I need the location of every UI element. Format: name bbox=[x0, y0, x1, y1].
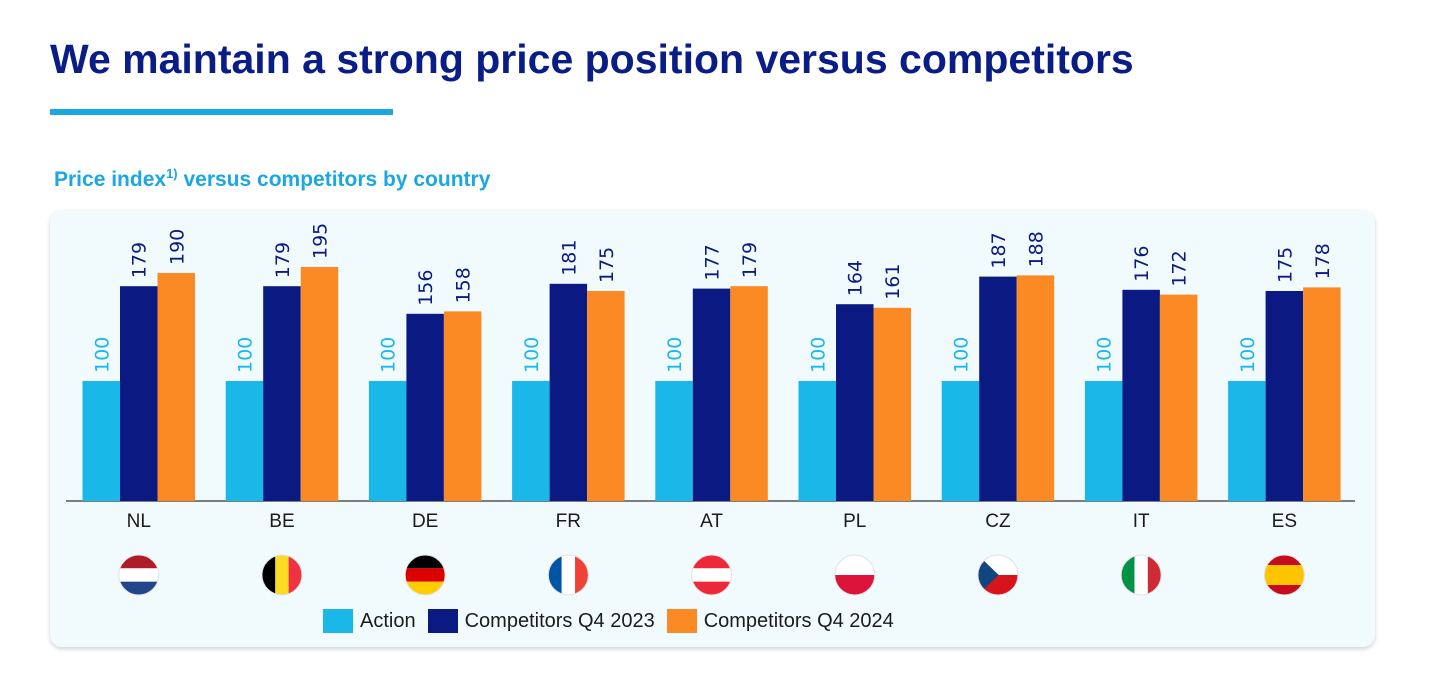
x-tick-label-es: ES bbox=[1272, 511, 1297, 532]
subtitle-text: Price index bbox=[54, 168, 167, 191]
bar-at-q4-2023 bbox=[692, 288, 731, 501]
bar-nl-q4-2024 bbox=[157, 273, 195, 501]
data-label-at-q4-2024: 179 bbox=[739, 242, 761, 278]
data-label-pl-q4-2024: 161 bbox=[882, 264, 904, 300]
bar-es-action bbox=[1228, 381, 1266, 501]
data-label-be-q4-2023: 179 bbox=[272, 242, 294, 278]
x-tick-label-pl: PL bbox=[843, 511, 866, 532]
data-label-nl-action: 100 bbox=[91, 337, 113, 373]
flag-ring-nl bbox=[118, 554, 160, 596]
bar-nl-q4-2023 bbox=[120, 286, 158, 501]
data-label-it-action: 100 bbox=[1094, 337, 1116, 373]
bar-nl-action bbox=[82, 381, 120, 501]
x-tick-label-cz: CZ bbox=[985, 511, 1011, 532]
x-tick-label-at: AT bbox=[700, 511, 723, 532]
chart-legend: Action Competitors Q4 2023 Competitors Q… bbox=[323, 608, 906, 634]
bar-fr-q4-2024 bbox=[587, 291, 625, 501]
bar-de-action bbox=[368, 381, 407, 501]
data-label-cz-q4-2023: 187 bbox=[988, 232, 1010, 268]
legend-label-q4-2024: Competitors Q4 2024 bbox=[703, 609, 894, 632]
bar-it-q4-2023 bbox=[1122, 289, 1160, 501]
de-flag-icon bbox=[405, 555, 446, 595]
legend-swatch-q4-2024 bbox=[666, 609, 697, 633]
data-label-cz-q4-2024: 188 bbox=[1025, 231, 1047, 267]
bar-it-action bbox=[1084, 381, 1123, 501]
x-tick-label-nl: NL bbox=[127, 511, 151, 532]
flag-ring-es bbox=[1263, 554, 1305, 596]
subtitle-footnote-marker: 1) bbox=[166, 166, 178, 181]
data-label-at-q4-2023: 177 bbox=[702, 244, 724, 280]
data-label-fr-q4-2023: 181 bbox=[558, 240, 580, 276]
title-underline bbox=[50, 109, 393, 115]
data-label-pl-q4-2023: 164 bbox=[845, 260, 867, 296]
data-label-be-action: 100 bbox=[234, 337, 256, 373]
bar-pl-q4-2023 bbox=[836, 304, 874, 501]
x-tick-label-it: IT bbox=[1133, 511, 1150, 532]
bar-es-q4-2024 bbox=[1303, 287, 1341, 501]
legend-label-action: Action bbox=[360, 609, 416, 632]
bar-cz-q4-2024 bbox=[1016, 275, 1055, 501]
data-label-es-q4-2024: 178 bbox=[1312, 243, 1334, 279]
bar-cz-q4-2023 bbox=[979, 276, 1017, 501]
legend-label-q4-2023: Competitors Q4 2023 bbox=[464, 609, 655, 632]
bar-de-q4-2023 bbox=[406, 313, 444, 501]
chart-subtitle: Price index1) versus competitors by coun… bbox=[54, 166, 490, 192]
bar-cz-action bbox=[941, 381, 980, 501]
x-tick-label-be: BE bbox=[269, 511, 294, 532]
data-label-at-action: 100 bbox=[664, 337, 686, 373]
data-label-de-q4-2023: 156 bbox=[415, 270, 437, 306]
bar-de-q4-2024 bbox=[443, 311, 482, 501]
data-label-es-action: 100 bbox=[1237, 337, 1259, 373]
flag-ring-be bbox=[261, 554, 303, 596]
data-label-nl-q4-2023: 179 bbox=[129, 242, 151, 278]
be-flag-icon bbox=[261, 555, 302, 595]
nl-flag-icon bbox=[118, 555, 159, 595]
flag-ring-cz bbox=[977, 554, 1019, 596]
es-flag-icon bbox=[1264, 555, 1305, 595]
bar-it-q4-2024 bbox=[1159, 294, 1198, 501]
flag-ring-pl bbox=[834, 554, 876, 596]
bar-pl-action bbox=[798, 381, 836, 501]
flag-ring-at bbox=[691, 554, 733, 596]
bar-es-q4-2023 bbox=[1265, 291, 1304, 501]
fr-flag-icon bbox=[548, 555, 589, 595]
data-label-fr-action: 100 bbox=[521, 337, 543, 373]
bar-fr-q4-2023 bbox=[549, 283, 588, 501]
legend-item-action: Action bbox=[323, 609, 416, 633]
bar-pl-q4-2024 bbox=[873, 307, 911, 501]
bar-at-action bbox=[655, 381, 693, 501]
pl-flag-icon bbox=[834, 555, 875, 595]
bar-fr-action bbox=[512, 381, 550, 501]
legend-item-q4-2024: Competitors Q4 2024 bbox=[666, 609, 894, 633]
flag-ring-de bbox=[404, 554, 446, 596]
data-label-fr-q4-2024: 175 bbox=[596, 247, 618, 283]
data-label-it-q4-2023: 176 bbox=[1131, 246, 1153, 282]
at-flag-icon bbox=[691, 555, 732, 595]
data-label-de-action: 100 bbox=[378, 337, 400, 373]
bar-be-action bbox=[225, 381, 264, 501]
flag-ring-it bbox=[1120, 554, 1162, 596]
data-label-de-q4-2024: 158 bbox=[453, 267, 475, 303]
bar-be-q4-2024 bbox=[300, 267, 339, 501]
data-label-pl-action: 100 bbox=[807, 337, 829, 373]
data-label-be-q4-2024: 195 bbox=[309, 223, 331, 259]
cz-flag-icon bbox=[977, 555, 1018, 595]
data-label-cz-action: 100 bbox=[950, 337, 972, 373]
bar-be-q4-2023 bbox=[263, 286, 301, 501]
legend-swatch-action bbox=[323, 609, 353, 633]
data-label-nl-q4-2024: 190 bbox=[166, 229, 188, 265]
legend-swatch-q4-2023 bbox=[427, 609, 458, 633]
it-flag-icon bbox=[1121, 555, 1162, 595]
page-title: We maintain a strong price position vers… bbox=[50, 36, 1134, 82]
bar-at-q4-2024 bbox=[730, 286, 768, 501]
x-tick-label-fr: FR bbox=[556, 511, 581, 532]
flag-ring-fr bbox=[547, 554, 589, 596]
subtitle-suffix: versus competitors by country bbox=[177, 168, 491, 191]
data-label-it-q4-2024: 172 bbox=[1169, 250, 1191, 286]
data-label-es-q4-2023: 175 bbox=[1274, 247, 1296, 283]
x-tick-label-de: DE bbox=[412, 511, 438, 532]
legend-item-q4-2023: Competitors Q4 2023 bbox=[427, 609, 655, 633]
